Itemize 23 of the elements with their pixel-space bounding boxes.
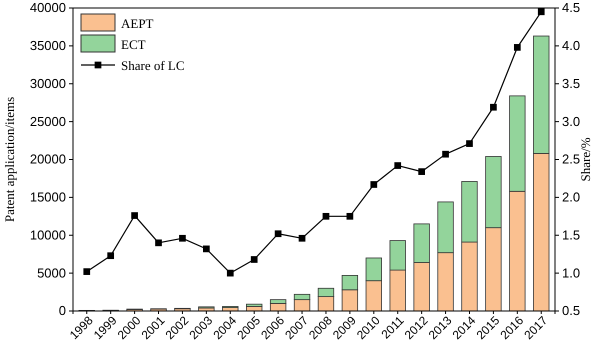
y2-tick-label: 1.0 [562,265,580,280]
y-tick-label: 20000 [30,152,66,167]
legend-label: ECT [121,37,146,52]
y2-tick-label: 2.0 [562,190,580,205]
y-tick-label: 15000 [30,190,66,205]
y2-tick-label: 4.0 [562,38,580,54]
y2-tick-label: 2.5 [562,152,580,167]
legend-label: Share of LC [121,58,185,73]
y2-tick-label: 3.5 [562,76,580,91]
y2-tick-label: 1.5 [562,227,580,242]
y-tick-label: 40000 [30,0,66,16]
y-tick-label: 35000 [30,38,66,54]
legend-label: AEPT [121,16,154,31]
y2-axis-title: Share/% [578,137,593,182]
y-tick-label: 5000 [37,265,66,280]
y2-tick-label: 3.0 [562,114,580,129]
y-tick-label: 0 [58,303,66,318]
y-axis-title: Patent application/items [2,96,17,222]
y-tick-label: 10000 [30,227,66,242]
y-tick-label: 30000 [30,76,66,91]
y-tick-label: 25000 [30,114,66,129]
y2-tick-label: 0.5 [562,303,580,318]
y2-tick-label: 4.5 [562,0,580,16]
